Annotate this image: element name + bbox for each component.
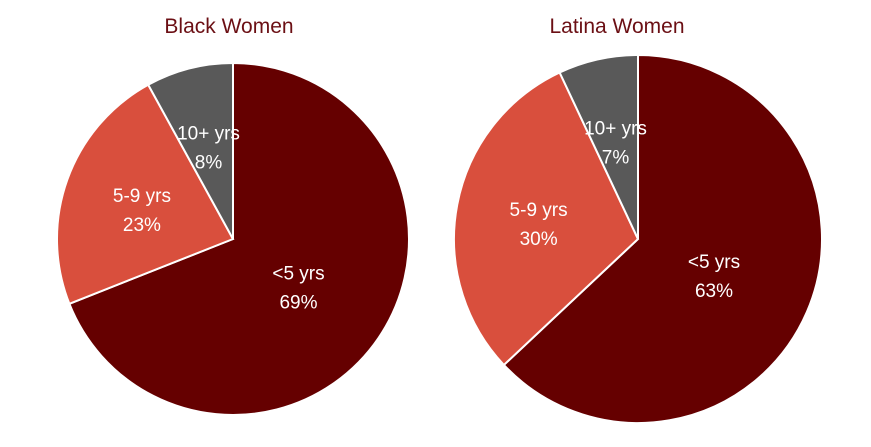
pie-slice [558, 53, 639, 240]
pie-slice [146, 61, 234, 240]
slice-category-label: 10+ yrs [584, 118, 647, 139]
slice-category-label: 5-9 yrs [510, 200, 568, 221]
pie-slice [453, 71, 640, 367]
slice-value-label: 69% [279, 293, 317, 314]
slice-labels: <5 yrs 69% 5-9 yrs 23% 10+ yrs 8% [113, 124, 325, 314]
pie-chart-black-women: Black Women <5 yrs 69% 5-9 yrs 23% 10+ yrs 8% [56, 15, 410, 416]
slice-value-label: 23% [123, 215, 161, 236]
pie-slice [68, 61, 410, 416]
slice-category-label: 10+ yrs [177, 124, 240, 145]
slice-category-label: <5 yrs [688, 252, 740, 273]
chart-title: Black Women [164, 15, 293, 38]
slice-labels: <5 yrs 63% 5-9 yrs 30% 10+ yrs 7% [510, 118, 741, 301]
slice-value-label: 30% [520, 229, 558, 250]
slice-value-label: 7% [602, 147, 630, 168]
pie-slice [502, 53, 823, 424]
slice-category-label: 5-9 yrs [113, 186, 171, 207]
pie-chart-latina-women: Latina Women <5 yrs 63% 5-9 yrs 30% 10+ yrs 7… [453, 15, 823, 424]
slice-category-label: <5 yrs [272, 264, 324, 285]
slice-value-label: 63% [695, 281, 733, 302]
slice-value-label: 8% [195, 153, 223, 174]
pie-slice [56, 83, 235, 306]
chart-title: Latina Women [549, 15, 684, 38]
